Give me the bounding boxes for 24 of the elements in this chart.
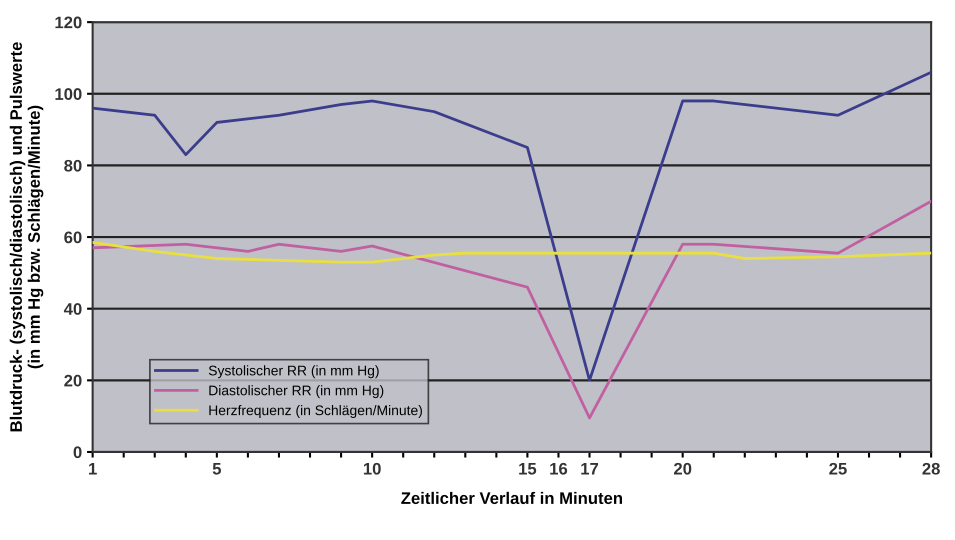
legend-label: Systolischer RR (in mm Hg): [208, 365, 379, 378]
x-tick-label: 17: [581, 463, 598, 474]
y-axis-title: Blutdruck- (systolisch/diastolisch) und Pulswerte (in mm Hg bzw. Schlägen/Minute): [10, 42, 44, 432]
line-series: [92, 241, 932, 264]
y-tick-label: 80: [64, 160, 82, 172]
x-tick-label: 28: [922, 462, 940, 475]
line-series: [92, 200, 932, 420]
x-tick-label: 20: [674, 462, 692, 475]
x-tick-label: 5: [212, 463, 222, 475]
x-tick-label: 15: [519, 463, 536, 475]
x-tick-label: 16: [550, 462, 568, 475]
y-tick-label: 40: [64, 303, 82, 315]
legend-label: Herzfrequenz (in Schlägen/Minute): [209, 405, 422, 418]
y-tick-label: 60: [64, 231, 82, 244]
y-tick-label: 0: [74, 446, 82, 458]
y-tick-label: 120: [55, 16, 82, 28]
x-tick-label: 10: [364, 462, 381, 475]
y-tick-label: 20: [64, 374, 82, 387]
x-axis-title: Zeitlicher Verlauf in Minuten: [401, 492, 622, 504]
line-series: [92, 70, 932, 382]
y-tick-label: 100: [55, 88, 82, 100]
x-tick-label: 25: [829, 462, 847, 475]
legend-label: Diastolischer RR (in mm Hg): [209, 385, 384, 398]
x-tick-label: 1: [89, 463, 97, 474]
